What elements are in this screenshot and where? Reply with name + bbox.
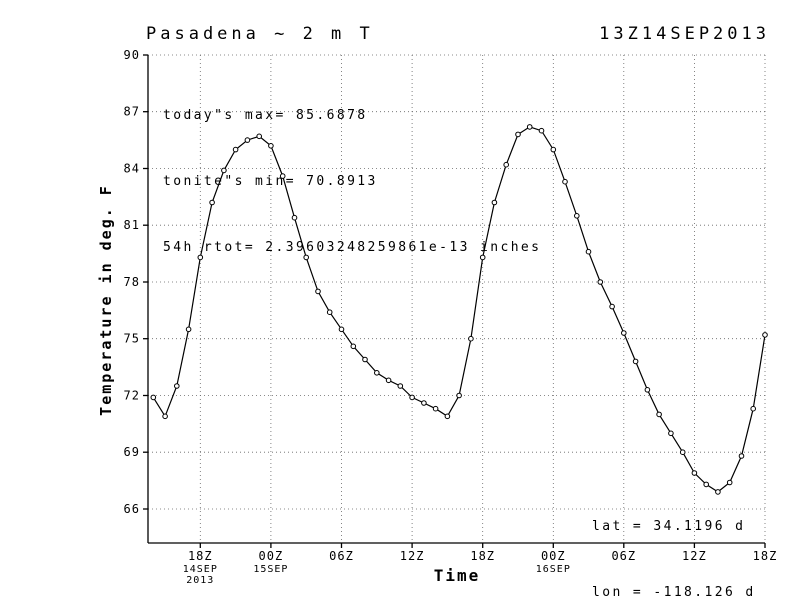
data-point-marker xyxy=(221,167,227,174)
data-point-marker xyxy=(668,430,674,437)
x-tick-label: 18Z xyxy=(470,549,495,563)
y-tick-label: 72 xyxy=(124,389,140,403)
data-point-marker xyxy=(726,479,733,486)
data-point-marker xyxy=(185,326,192,333)
data-point-marker xyxy=(174,383,180,389)
x-tick-label: 06Z xyxy=(329,549,354,563)
data-point-marker xyxy=(409,394,415,401)
data-point-marker xyxy=(750,405,757,412)
data-point-marker xyxy=(374,370,380,376)
stat-todays-max: today"s max= 85.6878 xyxy=(163,108,368,123)
data-point-marker xyxy=(738,453,745,459)
x-tick-label: 06Z xyxy=(611,549,636,563)
x-tick-label: 00Z xyxy=(541,549,566,563)
x-tick-sublabel: 15SEP xyxy=(253,564,288,575)
data-point-marker xyxy=(256,133,263,140)
stat-tonites-min: tonite"s min= 70.8913 xyxy=(163,174,378,189)
chart-title: Pasadena ~ 2 m T xyxy=(146,24,374,44)
chart-timestamp: 13Z14SEP2013 xyxy=(599,24,770,44)
y-tick-label: 84 xyxy=(124,162,140,176)
data-point-marker xyxy=(632,358,639,365)
data-point-marker xyxy=(162,413,168,420)
data-point-marker xyxy=(362,356,368,363)
data-point-marker xyxy=(656,411,662,418)
data-point-marker xyxy=(397,383,404,389)
data-point-marker xyxy=(350,343,357,350)
x-tick-label: 00Z xyxy=(259,549,284,563)
location-lat: lat = 34.1196 d xyxy=(592,519,746,534)
y-tick-labels: 66 69 72 75 78 81 84 87 90 xyxy=(124,48,140,516)
location-lon: lon = -118.126 d xyxy=(592,585,756,600)
data-point-marker xyxy=(715,489,721,495)
data-point-marker xyxy=(268,143,274,149)
data-point-marker xyxy=(762,332,768,338)
data-point-marker xyxy=(385,377,392,384)
data-point-marker xyxy=(538,127,545,134)
data-point-marker xyxy=(550,146,557,153)
data-point-marker xyxy=(432,405,439,412)
data-point-marker xyxy=(526,124,533,130)
data-point-marker xyxy=(197,254,204,261)
data-point-marker xyxy=(644,387,651,393)
data-point-marker xyxy=(609,303,615,310)
data-point-marker xyxy=(279,173,286,179)
stats-annotation: today"s max= 85.6878 tonite"s min= 70.89… xyxy=(163,61,541,303)
x-axis-label: Time xyxy=(433,566,481,585)
data-point-marker xyxy=(679,449,686,456)
data-point-marker xyxy=(303,254,310,261)
x-tick-label: 18Z xyxy=(188,549,213,563)
data-point-marker xyxy=(315,288,321,295)
axes xyxy=(143,54,766,548)
data-point-marker xyxy=(209,199,215,206)
data-point-marker xyxy=(456,392,462,399)
stat-rain-total: 54h rtot= 2.39603248259861e-13 inches xyxy=(163,240,542,255)
data-point-marker xyxy=(468,335,474,342)
data-point-marker xyxy=(691,470,698,476)
data-points xyxy=(150,124,768,495)
data-point-marker xyxy=(338,326,345,333)
data-point-marker xyxy=(479,254,486,261)
x-tick-label: 12Z xyxy=(682,549,707,563)
y-tick-label: 87 xyxy=(124,105,140,119)
data-point-marker xyxy=(621,330,627,336)
data-point-marker xyxy=(515,131,521,138)
x-tick-sublabel: 14SEP xyxy=(183,564,218,575)
data-point-marker xyxy=(444,413,451,420)
data-point-marker xyxy=(291,214,298,221)
data-point-marker xyxy=(574,213,580,219)
data-point-marker xyxy=(703,481,710,488)
data-point-marker xyxy=(421,400,427,406)
data-point-marker xyxy=(150,394,157,401)
x-tick-sublabel: 2013 xyxy=(186,575,214,586)
x-tick-label: 12Z xyxy=(400,549,425,563)
data-point-marker xyxy=(562,178,568,185)
x-tick-sublabel: 16SEP xyxy=(536,564,571,575)
x-tick-label: 18Z xyxy=(753,549,778,563)
y-axis-label: Temperature in deg. F xyxy=(97,184,115,416)
data-point-marker xyxy=(503,161,510,168)
y-tick-label: 78 xyxy=(124,275,140,289)
y-tick-label: 66 xyxy=(124,502,140,516)
data-point-marker xyxy=(491,199,498,206)
data-point-marker xyxy=(244,137,251,143)
y-tick-label: 81 xyxy=(124,218,140,232)
data-point-marker xyxy=(326,309,333,316)
data-point-marker xyxy=(232,146,239,153)
y-tick-label: 75 xyxy=(124,332,140,346)
location-annotation: lat = 34.1196 d lon = -118.126 d elev = … xyxy=(592,472,756,600)
data-point-marker xyxy=(585,248,592,255)
y-tick-label: 90 xyxy=(124,48,140,62)
y-tick-label: 69 xyxy=(124,445,140,459)
data-point-marker xyxy=(597,279,604,285)
